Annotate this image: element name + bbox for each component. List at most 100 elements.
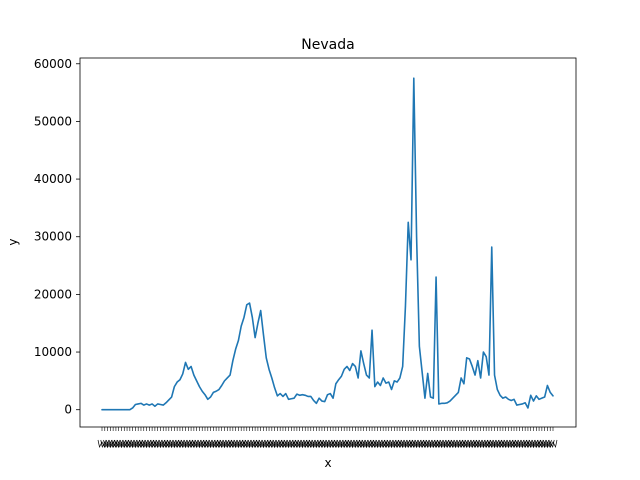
x-tick-label bbox=[504, 439, 513, 449]
x-tick-label bbox=[356, 439, 366, 449]
x-tick-label bbox=[434, 439, 444, 449]
x-tick-label bbox=[534, 439, 544, 449]
x-tick-label bbox=[406, 439, 416, 449]
x-tick-label bbox=[281, 439, 291, 449]
x-tick-label bbox=[147, 439, 157, 449]
x-tick-label bbox=[387, 439, 396, 449]
x-tick-label bbox=[144, 439, 154, 449]
x-tick-label bbox=[245, 439, 254, 449]
x-tick-label bbox=[298, 439, 307, 449]
x-tick-label bbox=[540, 439, 549, 449]
y-tick-label: 60000 bbox=[34, 57, 72, 71]
x-tick-label bbox=[481, 439, 491, 449]
x-tick-label bbox=[242, 439, 252, 449]
x-tick-label bbox=[442, 439, 452, 449]
x-tick-label bbox=[423, 439, 433, 449]
x-tick-label bbox=[492, 439, 502, 449]
x-tick-label bbox=[236, 439, 246, 449]
x-tick-label bbox=[206, 439, 215, 449]
x-tick-label bbox=[325, 439, 335, 449]
x-tick-label bbox=[170, 439, 179, 449]
x-tick-label bbox=[119, 439, 129, 449]
x-tick-label bbox=[300, 439, 310, 449]
x-tick-label bbox=[484, 439, 494, 449]
x-tick-label bbox=[470, 439, 480, 449]
x-tick-label bbox=[214, 439, 224, 449]
x-tick-label bbox=[203, 439, 213, 449]
series-line bbox=[101, 77, 554, 411]
y-tick-label: 50000 bbox=[34, 114, 72, 128]
x-tick-label bbox=[303, 439, 313, 449]
x-tick-label bbox=[467, 439, 477, 449]
x-tick-label bbox=[197, 439, 207, 449]
x-tick-label bbox=[495, 439, 505, 449]
x-tick-label bbox=[398, 439, 408, 449]
x-tick-label bbox=[278, 439, 288, 449]
x-tick-label bbox=[142, 439, 151, 449]
x-tick-label bbox=[167, 439, 176, 449]
x-tick-label bbox=[128, 439, 137, 449]
y-tick-label: 40000 bbox=[34, 172, 72, 186]
x-tick-label bbox=[209, 439, 218, 449]
x-tick-label bbox=[220, 439, 229, 449]
x-tick-label bbox=[509, 439, 519, 449]
x-tick-label bbox=[376, 439, 385, 449]
x-tick-label bbox=[111, 439, 121, 449]
y-axis-ticks: 0 10000 20000 30000 40000 50000 60000 bbox=[34, 57, 80, 417]
x-tick-label bbox=[320, 439, 330, 449]
x-tick-label bbox=[409, 439, 419, 449]
x-axis-label: x bbox=[324, 456, 331, 470]
x-tick-label bbox=[253, 439, 263, 449]
x-tick-label bbox=[334, 439, 343, 449]
x-tick-label bbox=[415, 439, 424, 449]
x-tick-label bbox=[543, 439, 552, 449]
x-tick-label bbox=[395, 439, 405, 449]
x-tick-label bbox=[150, 439, 160, 449]
x-axis-ticks bbox=[97, 427, 558, 449]
x-tick-label bbox=[440, 439, 449, 449]
x-tick-label bbox=[259, 439, 268, 449]
x-tick-label bbox=[454, 439, 463, 449]
x-tick-label bbox=[239, 439, 249, 449]
y-tick-label: 20000 bbox=[34, 287, 72, 301]
x-tick-label bbox=[537, 439, 547, 449]
x-tick-label bbox=[501, 439, 511, 449]
x-tick-label bbox=[403, 439, 413, 449]
x-tick-label bbox=[264, 439, 274, 449]
x-tick-label bbox=[465, 439, 474, 449]
x-tick-label bbox=[345, 439, 355, 449]
x-tick-label bbox=[348, 439, 357, 449]
x-tick-label bbox=[512, 439, 522, 449]
x-tick-label bbox=[295, 439, 305, 449]
x-tick-label bbox=[108, 439, 118, 449]
x-tick-label bbox=[106, 439, 115, 449]
y-tick-label: 10000 bbox=[34, 345, 72, 359]
x-tick-label bbox=[520, 439, 530, 449]
x-tick-label bbox=[178, 439, 188, 449]
x-tick-label bbox=[362, 439, 371, 449]
x-tick-label bbox=[267, 439, 277, 449]
x-tick-label bbox=[247, 439, 257, 449]
x-tick-label bbox=[437, 439, 446, 449]
x-tick-label bbox=[289, 439, 299, 449]
x-tick-label bbox=[117, 439, 126, 449]
x-tick-label bbox=[328, 439, 338, 449]
x-tick-label bbox=[195, 439, 204, 449]
x-tick-label bbox=[448, 439, 458, 449]
x-tick-label bbox=[331, 439, 341, 449]
x-tick-label bbox=[122, 439, 132, 449]
x-tick-label bbox=[353, 439, 363, 449]
x-tick-label bbox=[306, 439, 316, 449]
y-tick-label: 0 bbox=[64, 403, 72, 417]
y-tick-label: 30000 bbox=[34, 230, 72, 244]
x-tick-label bbox=[100, 439, 110, 449]
x-tick-label bbox=[359, 439, 369, 449]
x-tick-label bbox=[286, 439, 296, 449]
chart-title: Nevada bbox=[301, 37, 354, 53]
x-tick-label bbox=[125, 439, 135, 449]
x-tick-label bbox=[292, 439, 302, 449]
x-tick-label bbox=[412, 439, 421, 449]
x-tick-label bbox=[515, 439, 524, 449]
